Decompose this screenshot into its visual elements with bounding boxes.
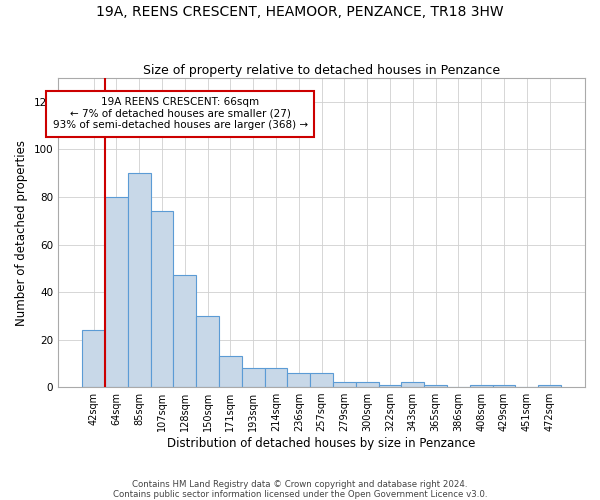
Bar: [424, 384, 447, 387]
Bar: [493, 384, 515, 387]
Text: Contains HM Land Registry data © Crown copyright and database right 2024.
Contai: Contains HM Land Registry data © Crown c…: [113, 480, 487, 499]
Bar: [219, 356, 242, 387]
Bar: [356, 382, 379, 387]
Bar: [242, 368, 265, 387]
Bar: [128, 173, 151, 387]
Bar: [196, 316, 219, 387]
Bar: [470, 384, 493, 387]
X-axis label: Distribution of detached houses by size in Penzance: Distribution of detached houses by size …: [167, 437, 476, 450]
Bar: [151, 211, 173, 387]
Bar: [287, 373, 310, 387]
Text: 19A REENS CRESCENT: 66sqm
← 7% of detached houses are smaller (27)
93% of semi-d: 19A REENS CRESCENT: 66sqm ← 7% of detach…: [53, 97, 308, 130]
Bar: [173, 276, 196, 387]
Bar: [401, 382, 424, 387]
Bar: [333, 382, 356, 387]
Bar: [310, 373, 333, 387]
Bar: [538, 384, 561, 387]
Y-axis label: Number of detached properties: Number of detached properties: [15, 140, 28, 326]
Bar: [265, 368, 287, 387]
Bar: [379, 384, 401, 387]
Bar: [82, 330, 105, 387]
Title: Size of property relative to detached houses in Penzance: Size of property relative to detached ho…: [143, 64, 500, 77]
Text: 19A, REENS CRESCENT, HEAMOOR, PENZANCE, TR18 3HW: 19A, REENS CRESCENT, HEAMOOR, PENZANCE, …: [96, 5, 504, 19]
Bar: [105, 197, 128, 387]
